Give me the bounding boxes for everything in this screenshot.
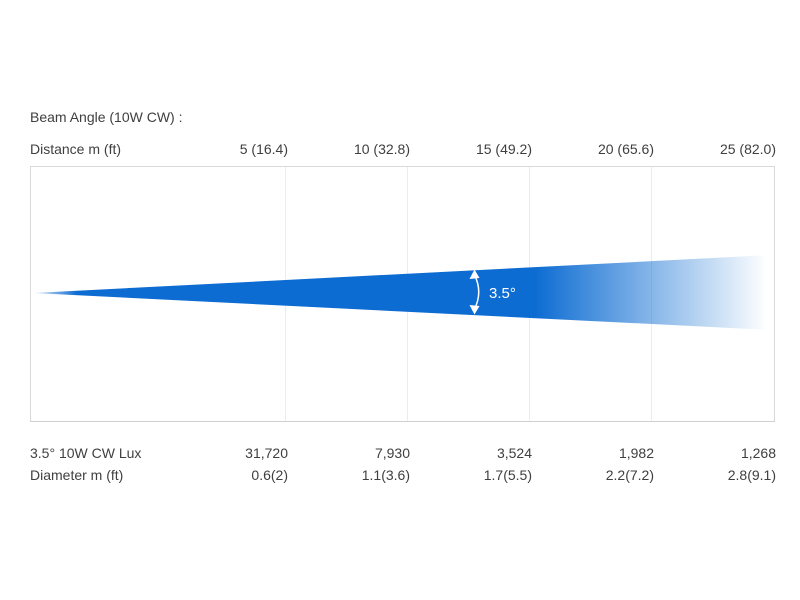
lux-value: 3,524 <box>496 445 532 461</box>
angle-arrow-up-icon <box>469 269 480 279</box>
distance-value: 10 (32.8) <box>353 141 410 157</box>
distance-row-label: Distance m (ft) <box>30 141 122 157</box>
beam-chart-area: 3.5° <box>30 166 775 422</box>
distance-header-row: Distance m (ft) 5 (16.4) 10 (32.8) 15 (4… <box>30 140 776 158</box>
diameter-value: 1.7(5.5) <box>483 467 532 483</box>
lux-value: 1,982 <box>618 445 654 461</box>
distance-value: 15 (49.2) <box>475 141 532 157</box>
beam-angle-annotation: 3.5° <box>469 269 516 315</box>
angle-arrow-down-icon <box>469 305 480 315</box>
distance-value: 20 (65.6) <box>597 141 654 157</box>
lux-value: 7,930 <box>374 445 410 461</box>
lux-row-label: 3.5° 10W CW Lux <box>30 445 142 461</box>
beam-angle-label: 3.5° <box>489 285 516 302</box>
lux-row: 3.5° 10W CW Lux 31,720 7,930 3,524 1,982… <box>30 444 776 462</box>
distance-value: 25 (82.0) <box>719 141 776 157</box>
distance-value: 5 (16.4) <box>239 141 288 157</box>
page-title: Beam Angle (10W CW) : <box>30 109 183 125</box>
beam-cone-graphic: 3.5° <box>33 255 771 330</box>
diameter-value: 2.8(9.1) <box>727 467 776 483</box>
diameter-row-label: Diameter m (ft) <box>30 467 124 483</box>
beam-cone-shape <box>33 255 771 330</box>
diameter-value: 1.1(3.6) <box>361 467 410 483</box>
diameter-value: 2.2(7.2) <box>605 467 654 483</box>
lux-value: 1,268 <box>740 445 776 461</box>
diameter-row: Diameter m (ft) 0.6(2) 1.1(3.6) 1.7(5.5)… <box>30 466 776 484</box>
diameter-value: 0.6(2) <box>251 467 288 483</box>
lux-value: 31,720 <box>245 445 288 461</box>
